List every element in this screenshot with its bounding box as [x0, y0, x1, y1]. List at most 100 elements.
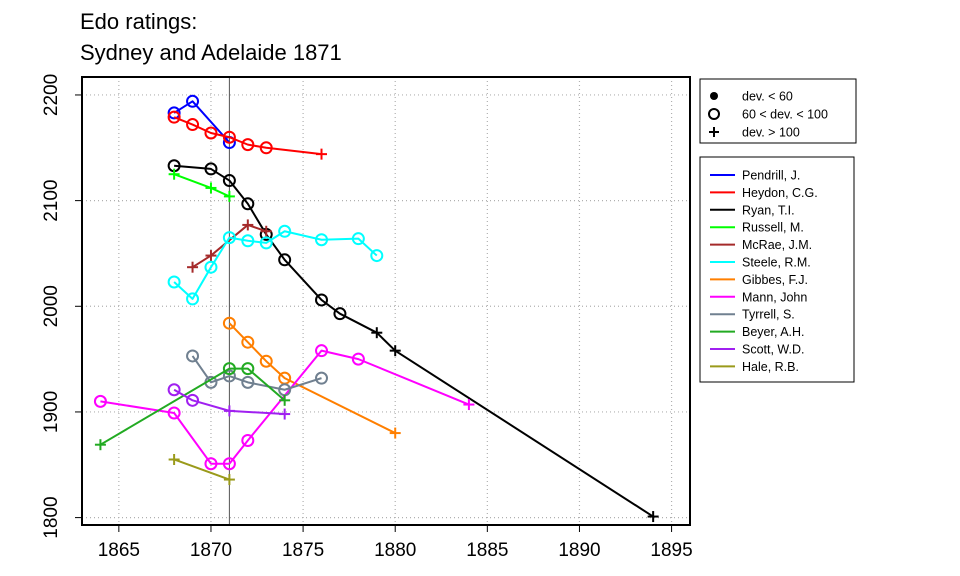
data-point-gibbes-f-j-1 [241, 335, 255, 349]
y-tick-label-2100: 2100 [41, 179, 62, 221]
data-point-scott-w-d-1 [186, 393, 200, 407]
data-point-tyrrell-s-0 [186, 349, 200, 363]
data-point-heydon-c-g-4 [241, 138, 255, 152]
data-point-steele-r-m-9 [370, 249, 384, 263]
series-scott-w-d [167, 383, 291, 420]
legend-label-gibbes-f-j: Gibbes, F.J. [742, 273, 808, 287]
series-tyrrell-s [186, 349, 329, 397]
data-point-beyer-a-h-0 [94, 439, 106, 451]
data-point-steele-r-m-3 [222, 231, 236, 245]
legend-label-tyrrell-s: Tyrrell, S. [742, 308, 795, 322]
chart-title-line-1: Edo ratings: [80, 9, 198, 34]
series-ryan-t-i [167, 159, 659, 523]
marker-legend-box [699, 78, 857, 144]
legend-label-ryan-t-i: Ryan, T.I. [742, 203, 795, 217]
y-tick-label-1900: 1900 [41, 391, 62, 433]
series-mcrae-j-m [187, 219, 272, 273]
series-beyer-a-h [94, 362, 291, 451]
data-point-steele-r-m-8 [351, 232, 365, 246]
data-point-heydon-c-g-3 [222, 130, 236, 144]
data-point-ryan-t-i-1 [204, 162, 218, 176]
x-tick-label-1885: 1885 [466, 540, 508, 561]
marker-legend-label-1: 60 < dev. < 100 [742, 108, 828, 122]
data-point-beyer-a-h-1 [222, 362, 236, 376]
series-line-beyer-a-h [99, 367, 286, 446]
grid-layer [82, 77, 690, 525]
marker-legend-label-2: dev. > 100 [742, 126, 800, 140]
data-point-gibbes-f-j-4 [389, 427, 401, 439]
data-point-mann-john-7 [463, 399, 475, 411]
data-point-pendrill-j-1 [186, 94, 200, 108]
data-point-steele-r-m-1 [186, 292, 200, 306]
series-legend-box [699, 156, 855, 383]
data-point-russell-m-2 [223, 190, 235, 202]
series-legend: Pendrill, J. Heydon, C.G. Ryan, T.I. Russel… [699, 156, 855, 383]
marker-legend: dev. < 60 60 < dev. < 100 dev. > 100 [699, 78, 857, 144]
data-point-mann-john-4 [241, 433, 255, 447]
data-point-hale-r-b-1 [223, 474, 235, 486]
x-tick-label-1875: 1875 [282, 540, 324, 561]
data-point-russell-m-1 [205, 182, 217, 194]
data-point-heydon-c-g-5 [259, 141, 273, 155]
series-hale-r-b [168, 453, 235, 486]
data-point-russell-m-0 [168, 168, 180, 180]
data-point-ryan-t-i-5 [278, 253, 292, 267]
data-point-heydon-c-g-0 [167, 110, 181, 124]
data-point-mann-john-2 [204, 457, 218, 471]
chart-title-line-2: Sydney and Adelaide 1871 [80, 40, 342, 65]
y-tick-label-2200: 2200 [41, 74, 62, 116]
data-point-mann-john-0 [93, 394, 107, 408]
series-pendrill-j [167, 94, 236, 150]
data-point-ryan-t-i-7 [333, 307, 347, 321]
marker-legend-symbol-1 [708, 108, 720, 120]
data-point-mann-john-3 [222, 457, 236, 471]
series-layer [93, 94, 659, 523]
legend-label-mann-john: Mann, John [742, 290, 807, 304]
data-point-tyrrell-s-5 [315, 371, 329, 385]
data-point-tyrrell-s-2 [222, 369, 236, 383]
data-point-hale-r-b-0 [168, 453, 180, 465]
plot-frame [81, 76, 691, 526]
axes-layer: 1865 1870 1875 1880 1885 1890 1895 1800 1900 2000… [41, 74, 693, 561]
data-point-heydon-c-g-1 [186, 118, 200, 132]
series-line-russell-m [173, 173, 230, 198]
data-point-steele-r-m-0 [167, 275, 181, 289]
series-line-mann-john [100, 349, 470, 465]
data-point-mcrae-j-m-2 [242, 219, 254, 231]
series-line-heydon-c-g [173, 116, 322, 156]
x-tick-label-1880: 1880 [374, 540, 416, 561]
data-point-tyrrell-s-3 [241, 375, 255, 389]
data-point-beyer-a-h-2 [241, 362, 255, 376]
data-point-ryan-t-i-8 [371, 327, 383, 339]
data-point-ryan-t-i-10 [647, 511, 659, 523]
legend-label-steele-r-m: Steele, R.M. [742, 256, 811, 270]
y-tick-label-2000: 2000 [41, 285, 62, 327]
series-line-gibbes-f-j [228, 322, 396, 434]
series-mann-john [93, 344, 475, 471]
data-point-mann-john-5 [315, 344, 329, 358]
data-point-steele-r-m-4 [241, 234, 255, 248]
data-point-heydon-c-g-2 [204, 126, 218, 140]
data-point-steele-r-m-7 [315, 233, 329, 247]
data-point-steele-r-m-5 [259, 236, 273, 250]
y-tick-label-1800: 1800 [41, 496, 62, 538]
data-point-scott-w-d-2 [223, 405, 235, 417]
data-point-ryan-t-i-9 [389, 345, 401, 357]
data-point-scott-w-d-3 [279, 408, 291, 420]
data-point-mcrae-j-m-1 [205, 250, 217, 262]
data-point-ryan-t-i-3 [241, 197, 255, 211]
data-point-steele-r-m-2 [204, 260, 218, 274]
legend-label-heydon-c-g: Heydon, C.G. [742, 186, 818, 200]
data-point-scott-w-d-0 [167, 383, 181, 397]
data-point-pendrill-j-0 [167, 106, 181, 120]
series-line-mcrae-j-m [192, 223, 267, 269]
chart-title: Edo ratings: Sydney and Adelaide 1871 [80, 6, 342, 68]
series-line-scott-w-d [173, 388, 285, 416]
legend-label-hale-r-b: Hale, R.B. [742, 360, 799, 374]
legend-label-pendrill-j: Pendrill, J. [742, 169, 800, 183]
data-point-mcrae-j-m-0 [187, 261, 199, 273]
series-steele-r-m [167, 224, 384, 306]
marker-legend-symbol-2 [709, 127, 719, 137]
data-point-steele-r-m-6 [278, 224, 292, 238]
series-line-steele-r-m [173, 230, 378, 300]
